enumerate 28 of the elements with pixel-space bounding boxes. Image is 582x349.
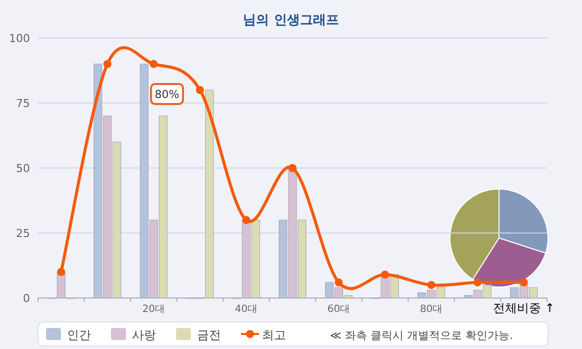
x-tick-label: 60대 [327, 304, 350, 315]
point [103, 60, 112, 68]
y-tick-label: 50 [16, 162, 30, 175]
legend-label: 최고 [262, 328, 286, 342]
point [474, 278, 482, 286]
legend-label: 인간 [67, 328, 91, 342]
x-tick-label: 80대 [420, 304, 443, 315]
point [288, 164, 296, 172]
x-tick-label: 20대 [142, 304, 166, 315]
y-tick-label: 75 [16, 97, 30, 110]
point [57, 268, 66, 276]
annotation: 80% [154, 88, 180, 101]
legend-label: 사랑 [132, 328, 156, 342]
point [196, 86, 204, 94]
point [334, 278, 343, 286]
legend-label: 금전 [197, 328, 221, 342]
point [242, 216, 250, 224]
point [520, 278, 528, 286]
point [427, 281, 436, 289]
y-tick-label: 100 [9, 32, 30, 45]
point [150, 60, 158, 68]
text: ≪ 좌측 클릭시 개별적으로 확인가능. [330, 329, 513, 342]
y-tick-label: 0 [23, 292, 30, 305]
x-tick-label: 전체비중 ↑ [492, 301, 555, 315]
y-tick-label: 25 [16, 227, 30, 240]
point [381, 270, 390, 279]
x-tick-label: 40대 [234, 304, 258, 315]
chart-title: 님의 인생그래프 [243, 13, 339, 28]
